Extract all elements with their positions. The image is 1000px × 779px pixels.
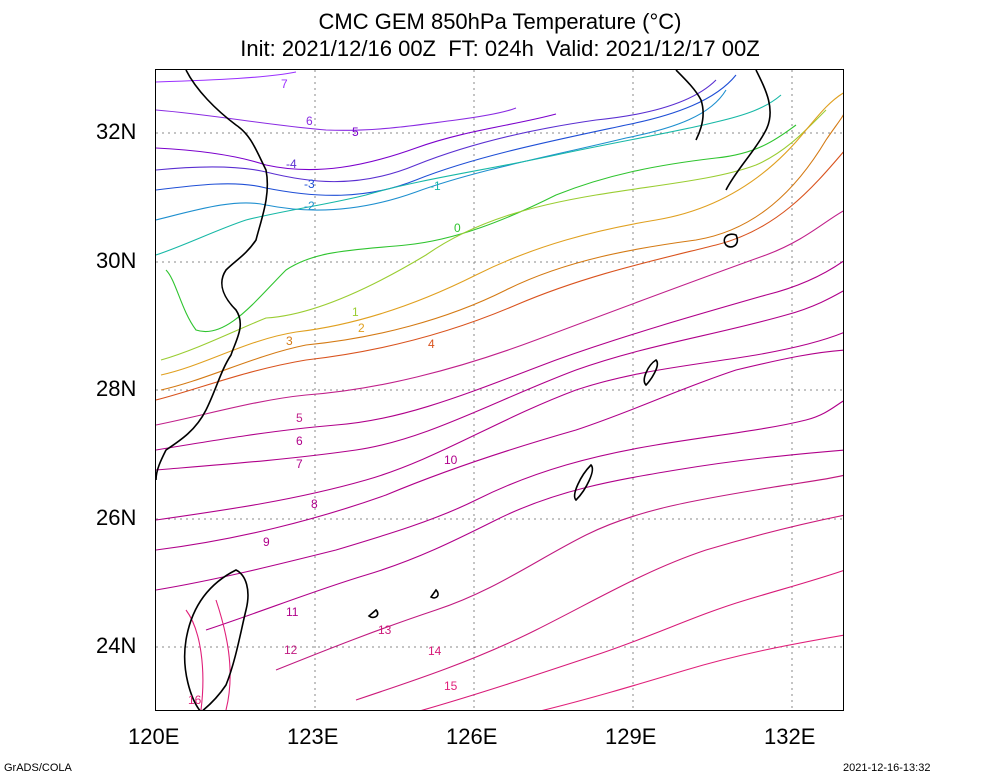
contour-label: 1 (352, 305, 359, 319)
isotherm-plus9 (156, 349, 843, 551)
china-coastline (156, 70, 269, 481)
footer-timestamp: 2021-12-16-13:32 (843, 762, 931, 774)
isotherm-plus16 (185, 609, 204, 710)
isotherm-plus14 (420, 570, 843, 710)
contour-labels: 7 6 5 -4 -3 -2 -1 0 1 2 3 4 5 6 7 8 9 10… (188, 77, 461, 707)
contour-label: 14 (428, 644, 442, 658)
isotherm-plus5 (156, 210, 843, 426)
footer-credit: GrADS/COLA (4, 762, 72, 774)
contour-label: 16 (188, 693, 202, 707)
contour-label: 5 (352, 125, 359, 139)
contour-label: 11 (286, 605, 299, 619)
contour-label: 8 (311, 497, 318, 511)
isotherm-minus5 (156, 113, 557, 171)
y-tick-label: 24N (96, 633, 137, 658)
contour-label: 7 (281, 77, 288, 91)
isotherm-minus3 (156, 74, 737, 196)
isotherm-zero (165, 124, 797, 333)
contour-label: 7 (296, 457, 303, 471)
isotherm-plus11 (205, 449, 843, 631)
contour-label: 10 (444, 453, 458, 467)
map-title-line-1: CMC GEM 850hPa Temperature (°C) (318, 9, 682, 34)
amami-oshima-island (643, 358, 659, 387)
contour-label: 3 (286, 334, 293, 348)
isotherm-plus16b (215, 599, 231, 710)
kyushu-east-coast (725, 70, 771, 191)
y-tick-label: 28N (96, 376, 137, 401)
contour-label: 2 (358, 321, 365, 335)
contour-label: 12 (284, 643, 298, 657)
isotherm-plus7 (156, 290, 843, 471)
x-tick-label: 120E (128, 724, 180, 749)
contour-label: 5 (296, 411, 303, 425)
contour-label: -3 (304, 177, 315, 191)
contour-label: 0 (454, 221, 461, 235)
isotherm-minus6 (156, 107, 517, 131)
isotherm-plus1 (160, 109, 827, 361)
map-title-line-2: Init: 2021/12/16 00Z FT: 024h Valid: 202… (240, 36, 760, 61)
isotherm-minus2 (156, 89, 727, 221)
contour-label: 9 (263, 535, 270, 549)
contour-label: -2 (304, 199, 315, 213)
taiwan-island (183, 569, 249, 710)
kyushu-west-coast (675, 70, 704, 141)
ishigaki-island (367, 608, 379, 619)
isotherm-minus1 (156, 94, 782, 256)
isotherm-minus7 (156, 71, 297, 83)
tanegashima-island (723, 233, 739, 248)
isotherm-plus2 (160, 92, 843, 376)
graticule (156, 70, 843, 710)
contour-label: 13 (378, 623, 392, 637)
isotherm-plus13 (355, 514, 843, 701)
isotherm-plus4 (156, 151, 843, 401)
isotherm-minus4 (156, 79, 717, 183)
yonaguni-island (429, 588, 439, 599)
isotherm-plus12 (275, 474, 843, 671)
y-tick-label: 26N (96, 505, 137, 530)
x-tick-label: 126E (446, 724, 498, 749)
contour-label: -1 (430, 179, 441, 193)
contour-label: -4 (286, 157, 297, 171)
x-tick-label: 123E (287, 724, 339, 749)
coastlines (156, 70, 771, 710)
contour-label: 15 (444, 679, 458, 693)
isotherm-plus8 (156, 332, 843, 521)
isotherm-plus10 (156, 400, 843, 591)
y-tick-label: 32N (96, 119, 137, 144)
x-tick-label: 129E (605, 724, 657, 749)
y-tick-label: 30N (96, 248, 137, 273)
isotherm-plus3 (160, 114, 843, 391)
isotherm-plus6 (156, 260, 843, 451)
contour-label: 6 (296, 434, 303, 448)
temperature-map-svg: 7 6 5 -4 -3 -2 -1 0 1 2 3 4 5 6 7 8 9 10… (156, 70, 843, 710)
okinawa-island (573, 463, 594, 502)
x-tick-label: 132E (764, 724, 816, 749)
map-panel: 7 6 5 -4 -3 -2 -1 0 1 2 3 4 5 6 7 8 9 10… (155, 69, 844, 711)
isotherms (156, 71, 843, 710)
contour-label: 4 (428, 337, 435, 351)
contour-label: 6 (306, 114, 313, 128)
isotherm-plus15 (541, 634, 843, 710)
